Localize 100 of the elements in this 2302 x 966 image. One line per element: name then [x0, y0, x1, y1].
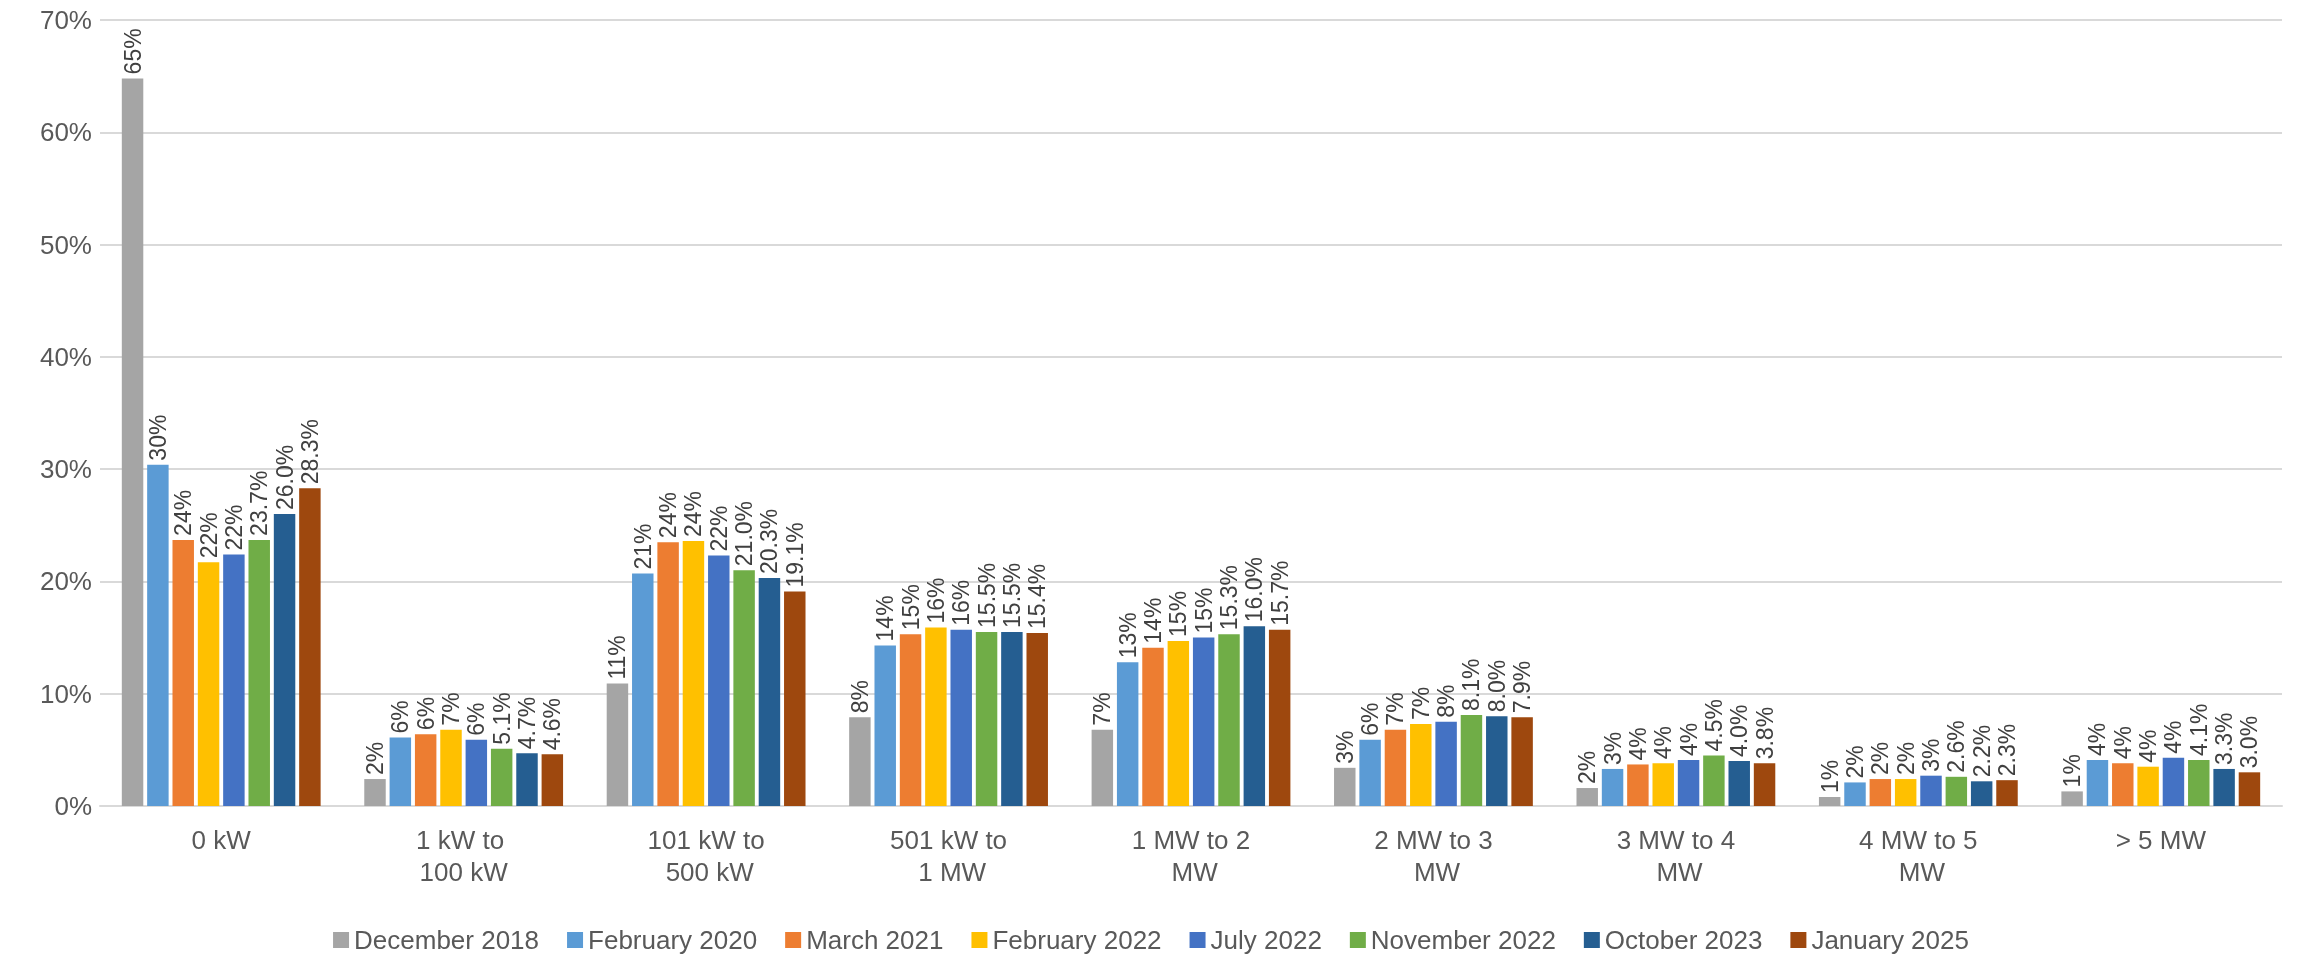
bar	[2086, 759, 2109, 806]
bar	[1167, 640, 1190, 806]
bar	[682, 541, 705, 806]
x-tick-label: 0 kW	[191, 825, 252, 855]
data-label: 14%	[872, 595, 899, 642]
legend-label: July 2022	[1210, 925, 1322, 955]
data-label: 15%	[1165, 590, 1192, 637]
bar	[465, 739, 488, 806]
data-label: 15.5%	[998, 562, 1025, 628]
y-tick-label: 30%	[39, 454, 92, 485]
y-tick-label: 70%	[39, 5, 92, 35]
bar	[1091, 729, 1114, 806]
x-tick-label: 501 kW to 1 MW	[890, 825, 1008, 887]
data-label: 15%	[1190, 587, 1217, 634]
bar	[1486, 716, 1508, 806]
data-label: 1%	[2059, 754, 2086, 788]
y-tick-label: 50%	[39, 229, 92, 260]
data-label: 15.7%	[1266, 560, 1293, 626]
data-label: 1%	[1816, 759, 1843, 794]
legend-label: January 2025	[1811, 925, 1969, 955]
bar	[606, 683, 629, 806]
bar	[1116, 662, 1139, 806]
legend-label: March 2021	[806, 925, 944, 955]
data-label: 3%	[1599, 731, 1626, 765]
bar	[632, 573, 654, 806]
x-tick-label: 2 MW to 3 MW	[1374, 825, 1493, 887]
y-tick-label: 0%	[54, 791, 92, 821]
data-label: 4%	[1675, 722, 1702, 756]
data-label: 2.2%	[1968, 724, 1995, 778]
bar	[440, 729, 462, 806]
data-label: 5.1%	[488, 692, 515, 745]
data-label: 8.1%	[1458, 658, 1485, 712]
data-label: 16.0%	[1241, 557, 1268, 623]
x-tick-label: 1 MW to 2 MW	[1131, 825, 1251, 887]
data-label: 7%	[1407, 686, 1434, 721]
legend-label: December 2018	[354, 925, 540, 955]
data-label: 65%	[119, 28, 146, 75]
data-label: 4%	[2084, 722, 2111, 756]
x-tick-label: 101 kW to 500 kW	[647, 825, 765, 887]
data-label: 24%	[680, 490, 707, 538]
bar	[1601, 768, 1624, 806]
bar	[1334, 767, 1356, 806]
data-label: 3%	[1918, 738, 1944, 772]
data-label: 15.3%	[1216, 564, 1242, 631]
data-label: 4%	[2109, 726, 2136, 760]
bar	[1970, 781, 1993, 806]
legend-label: February 2020	[588, 925, 758, 955]
bar	[1511, 717, 1533, 806]
data-label: 13%	[1114, 612, 1141, 659]
legend-label: November 2022	[1370, 925, 1556, 955]
bar	[1728, 761, 1750, 806]
bar	[1818, 797, 1841, 806]
data-label: 6%	[463, 702, 490, 736]
bar	[516, 753, 538, 806]
legend-label: October 2023	[1604, 925, 1763, 955]
bar	[1844, 782, 1866, 806]
x-tick-label: 3 MW to 4 MW	[1616, 825, 1736, 887]
bar	[733, 570, 755, 806]
bar	[248, 539, 270, 806]
bar	[2213, 768, 2235, 806]
bar	[1945, 776, 1968, 806]
data-label: 6%	[387, 700, 414, 734]
data-label: 4%	[2160, 720, 2187, 754]
bar	[1996, 780, 2018, 806]
bar	[389, 737, 412, 806]
data-label: 3.0%	[2236, 715, 2263, 769]
data-label: 22%	[195, 512, 222, 559]
bar	[2238, 772, 2261, 806]
data-label: 4%	[2135, 729, 2162, 763]
bar	[1192, 637, 1215, 806]
data-label: 22%	[220, 504, 247, 551]
bar	[1460, 715, 1483, 806]
bar	[899, 634, 922, 806]
legend-label: February 2022	[992, 925, 1162, 955]
bar	[874, 645, 896, 806]
y-tick-label: 60%	[39, 117, 92, 148]
x-tick-label: 4 MW to 5 MW	[1859, 825, 1978, 887]
bar	[708, 555, 730, 806]
bar	[657, 542, 679, 806]
data-label: 21%	[629, 523, 656, 570]
bar	[1677, 759, 1700, 806]
bar	[2061, 791, 2083, 806]
bar	[1703, 755, 1725, 806]
data-label: 15.5%	[973, 562, 1000, 628]
bar	[2162, 757, 2185, 806]
bar	[273, 514, 296, 806]
bar	[1142, 647, 1164, 806]
data-label: 7%	[1089, 692, 1116, 726]
y-tick-label: 10%	[39, 678, 92, 709]
data-label: 7%	[1382, 692, 1409, 726]
bar	[1359, 739, 1381, 806]
bar	[1652, 763, 1674, 806]
data-label: 3%	[1331, 730, 1358, 764]
data-label: 2%	[1867, 741, 1894, 776]
bar	[975, 631, 998, 806]
data-label: 26.0%	[271, 444, 298, 511]
bar	[1576, 788, 1598, 806]
bar	[758, 578, 781, 806]
bar	[223, 554, 245, 806]
bar	[490, 748, 513, 806]
